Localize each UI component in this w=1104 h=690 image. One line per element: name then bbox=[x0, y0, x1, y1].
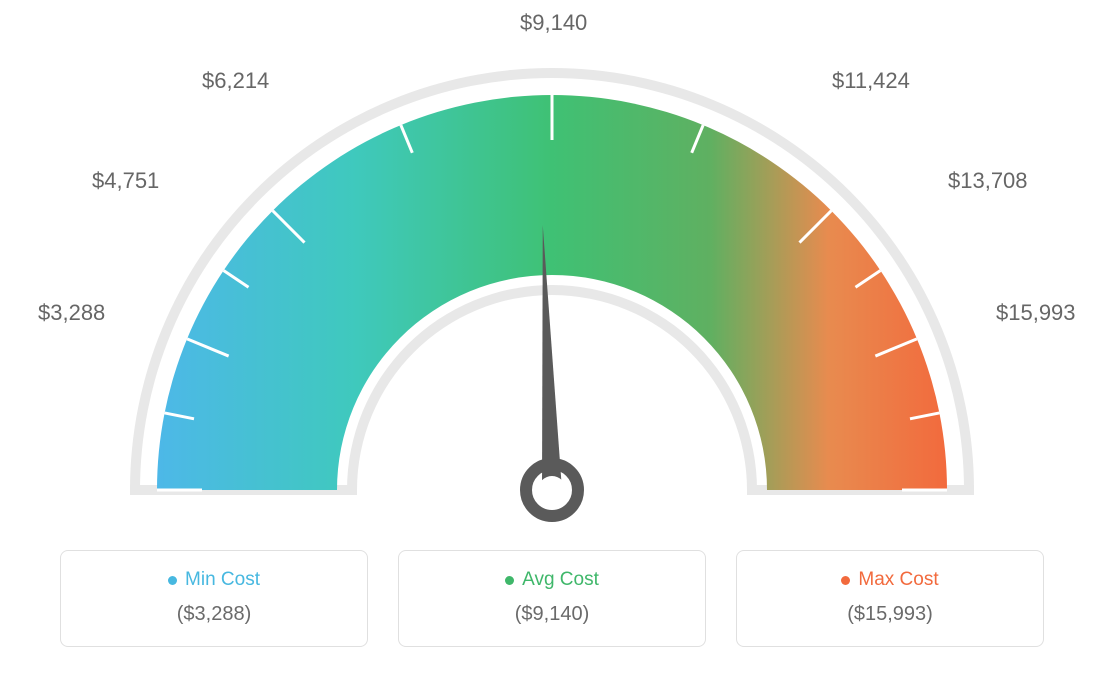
gauge-tick-label: $15,993 bbox=[996, 300, 1076, 326]
avg-cost-card: Avg Cost ($9,140) bbox=[398, 550, 706, 647]
gauge-svg bbox=[0, 0, 1104, 540]
max-cost-card: Max Cost ($15,993) bbox=[736, 550, 1044, 647]
min-cost-dot bbox=[168, 576, 177, 585]
min-cost-title: Min Cost bbox=[185, 569, 260, 591]
gauge-tick-label: $13,708 bbox=[948, 168, 1028, 194]
max-cost-dot bbox=[841, 576, 850, 585]
max-cost-title-row: Max Cost bbox=[757, 569, 1023, 591]
cost-cards-row: Min Cost ($3,288) Avg Cost ($9,140) Max … bbox=[0, 550, 1104, 647]
gauge-tick-label: $9,140 bbox=[520, 10, 587, 36]
gauge-tick-label: $11,424 bbox=[832, 68, 910, 94]
max-cost-value: ($15,993) bbox=[757, 603, 1023, 626]
gauge-tick-label: $6,214 bbox=[202, 68, 269, 94]
min-cost-title-row: Min Cost bbox=[81, 569, 347, 591]
avg-cost-value: ($9,140) bbox=[419, 603, 685, 626]
avg-cost-title: Avg Cost bbox=[522, 569, 599, 591]
gauge-chart: $3,288 $4,751 $6,214 $9,140 $11,424 $13,708 $1… bbox=[0, 0, 1104, 540]
min-cost-value: ($3,288) bbox=[81, 603, 347, 626]
gauge-tick-label: $3,288 bbox=[38, 300, 105, 326]
min-cost-card: Min Cost ($3,288) bbox=[60, 550, 368, 647]
max-cost-title: Max Cost bbox=[858, 569, 938, 591]
avg-cost-title-row: Avg Cost bbox=[419, 569, 685, 591]
gauge-tick-label: $4,751 bbox=[92, 168, 159, 194]
avg-cost-dot bbox=[505, 576, 514, 585]
